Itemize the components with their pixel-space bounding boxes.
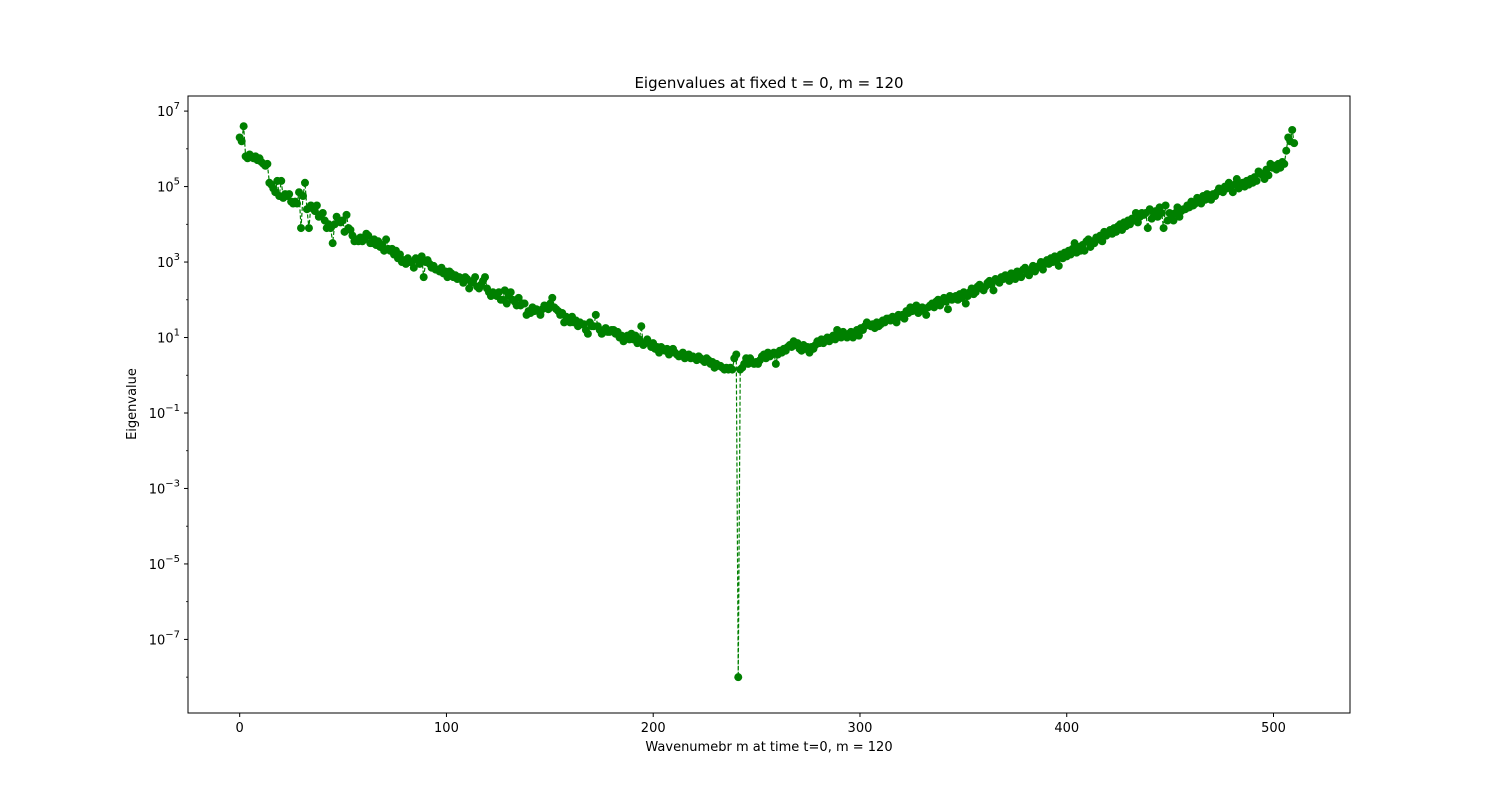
data-point <box>989 286 998 295</box>
data-point <box>514 293 523 302</box>
y-tick-label: 101 <box>157 328 180 347</box>
y-tick-label: 10−7 <box>149 629 180 648</box>
data-point <box>1169 216 1178 225</box>
x-axis-title: Wavenumebr m at time t=0, m = 120 <box>645 740 892 755</box>
data-point <box>1290 139 1299 148</box>
y-tick-label: 10−1 <box>149 403 180 422</box>
y-axis-title: Eigenvalue <box>125 368 140 440</box>
data-point <box>417 252 426 261</box>
data-point <box>312 201 321 210</box>
data-point <box>520 299 529 308</box>
data-point <box>471 273 480 282</box>
data-point <box>293 199 302 208</box>
x-tick-label: 400 <box>1054 721 1079 736</box>
data-point <box>239 122 248 131</box>
data-point <box>395 250 404 259</box>
data-point <box>277 176 286 185</box>
data-point <box>1282 146 1291 155</box>
data-point <box>502 299 511 308</box>
data-point <box>732 350 741 359</box>
data-point <box>1161 201 1170 210</box>
data-point <box>892 318 901 327</box>
data-point <box>1017 273 1026 282</box>
data-point <box>583 329 592 338</box>
data-point <box>1288 125 1297 134</box>
data-point <box>409 263 418 272</box>
data-point <box>1232 175 1241 184</box>
chart-title: Eigenvalues at fixed t = 0, m = 120 <box>634 74 903 92</box>
x-tick-label: 100 <box>434 721 459 736</box>
y-tick-label: 10−3 <box>149 478 180 497</box>
data-point <box>299 192 307 200</box>
data-point <box>961 299 970 308</box>
x-tick-label: 0 <box>236 721 244 736</box>
data-point <box>300 178 309 187</box>
data-point <box>854 331 863 340</box>
data-point <box>318 208 327 217</box>
data-point <box>338 216 347 225</box>
data-point <box>1054 261 1063 270</box>
data-point <box>304 224 313 233</box>
data-point <box>419 273 428 282</box>
y-tick-label: 107 <box>157 101 180 120</box>
data-point <box>548 293 557 302</box>
data-point <box>1252 176 1261 185</box>
data-point <box>728 365 737 374</box>
data-point <box>943 305 952 314</box>
data-point <box>1228 188 1237 197</box>
data-point <box>506 288 515 297</box>
y-tick-label: 105 <box>157 177 180 196</box>
data-point <box>734 673 743 682</box>
data-point <box>1080 246 1089 255</box>
data-point <box>771 359 780 368</box>
axes-frame <box>187 95 1351 714</box>
x-tick-label: 300 <box>848 721 873 736</box>
data-point <box>637 322 646 331</box>
y-tick-label: 103 <box>157 252 180 271</box>
data-point <box>1264 171 1273 180</box>
data-point <box>922 310 931 319</box>
data-point <box>591 310 600 319</box>
plot-area <box>235 122 1299 682</box>
data-point <box>635 335 644 344</box>
data-point <box>1157 208 1166 217</box>
data-point <box>1280 159 1289 168</box>
data-point <box>1143 224 1152 233</box>
data-point <box>481 273 490 282</box>
data-point <box>297 224 306 233</box>
x-tick-label: 500 <box>1261 721 1286 736</box>
data-point <box>285 190 294 199</box>
data-point <box>328 239 337 248</box>
data-point <box>1098 237 1107 246</box>
x-tick-label: 200 <box>641 721 666 736</box>
data-point <box>900 314 909 323</box>
data-point <box>364 231 373 240</box>
data-point <box>263 159 272 168</box>
data-point <box>382 235 391 244</box>
data-point <box>1159 224 1168 233</box>
data-point <box>237 137 246 146</box>
y-tick-label: 10−5 <box>149 554 180 573</box>
data-point <box>342 210 351 219</box>
axis-ticks: 0 100 200 300 400 500 10−7 10−5 10−3 10−1 101 103 10… <box>149 101 1286 736</box>
